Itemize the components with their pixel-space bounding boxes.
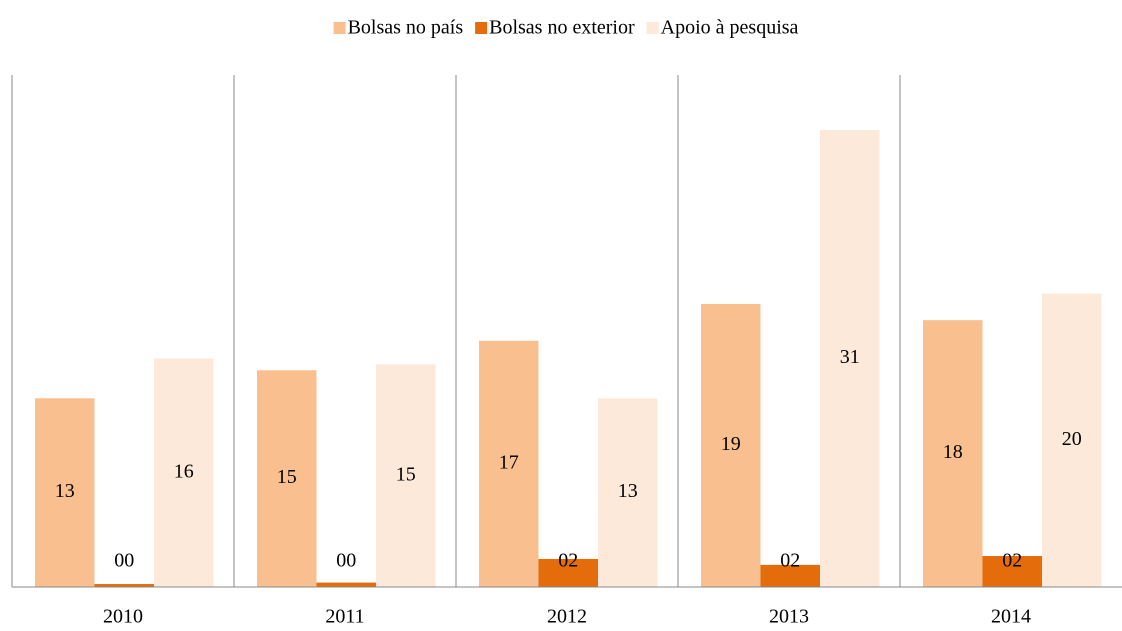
legend-label: Bolsas no exterior (489, 17, 635, 39)
x-tick-label: 2014 (991, 606, 1031, 628)
x-tick-label: 2013 (769, 606, 809, 628)
legend-swatch (475, 22, 488, 34)
bar (923, 320, 983, 587)
x-tick-label: 2012 (547, 606, 587, 628)
legend-label: Apoio à pesquisa (661, 17, 799, 39)
bar (760, 564, 820, 587)
x-tick-label: 2011 (325, 606, 364, 628)
bar (154, 358, 214, 587)
bar (538, 558, 598, 587)
bar (479, 340, 539, 587)
data-label: 31 (840, 346, 860, 368)
data-label: 13 (618, 480, 638, 502)
data-label: 15 (396, 463, 416, 485)
data-label: 15 (277, 466, 297, 488)
data-label: 02 (780, 550, 800, 572)
data-label: 17 (499, 451, 519, 473)
bar (316, 582, 376, 587)
x-tick-label: 2010 (103, 606, 143, 628)
data-label: 00 (336, 550, 356, 572)
bar (701, 303, 761, 587)
data-label: 20 (1062, 428, 1082, 450)
bar (35, 398, 95, 587)
legend-swatch (646, 22, 659, 34)
data-label: 19 (721, 433, 741, 455)
data-label: 02 (1002, 550, 1022, 572)
data-label: 02 (558, 550, 578, 572)
bar (376, 364, 436, 587)
data-label: 00 (114, 550, 134, 572)
legend-label: Bolsas no país (348, 17, 464, 39)
data-label: 16 (174, 460, 194, 482)
bar (1042, 293, 1102, 587)
data-label: 18 (943, 441, 963, 463)
legend-swatch (333, 22, 346, 34)
bar (94, 584, 154, 587)
bar (982, 556, 1042, 587)
bar (820, 130, 880, 587)
data-label: 13 (55, 480, 75, 502)
bar (598, 398, 658, 587)
bar (257, 370, 317, 587)
